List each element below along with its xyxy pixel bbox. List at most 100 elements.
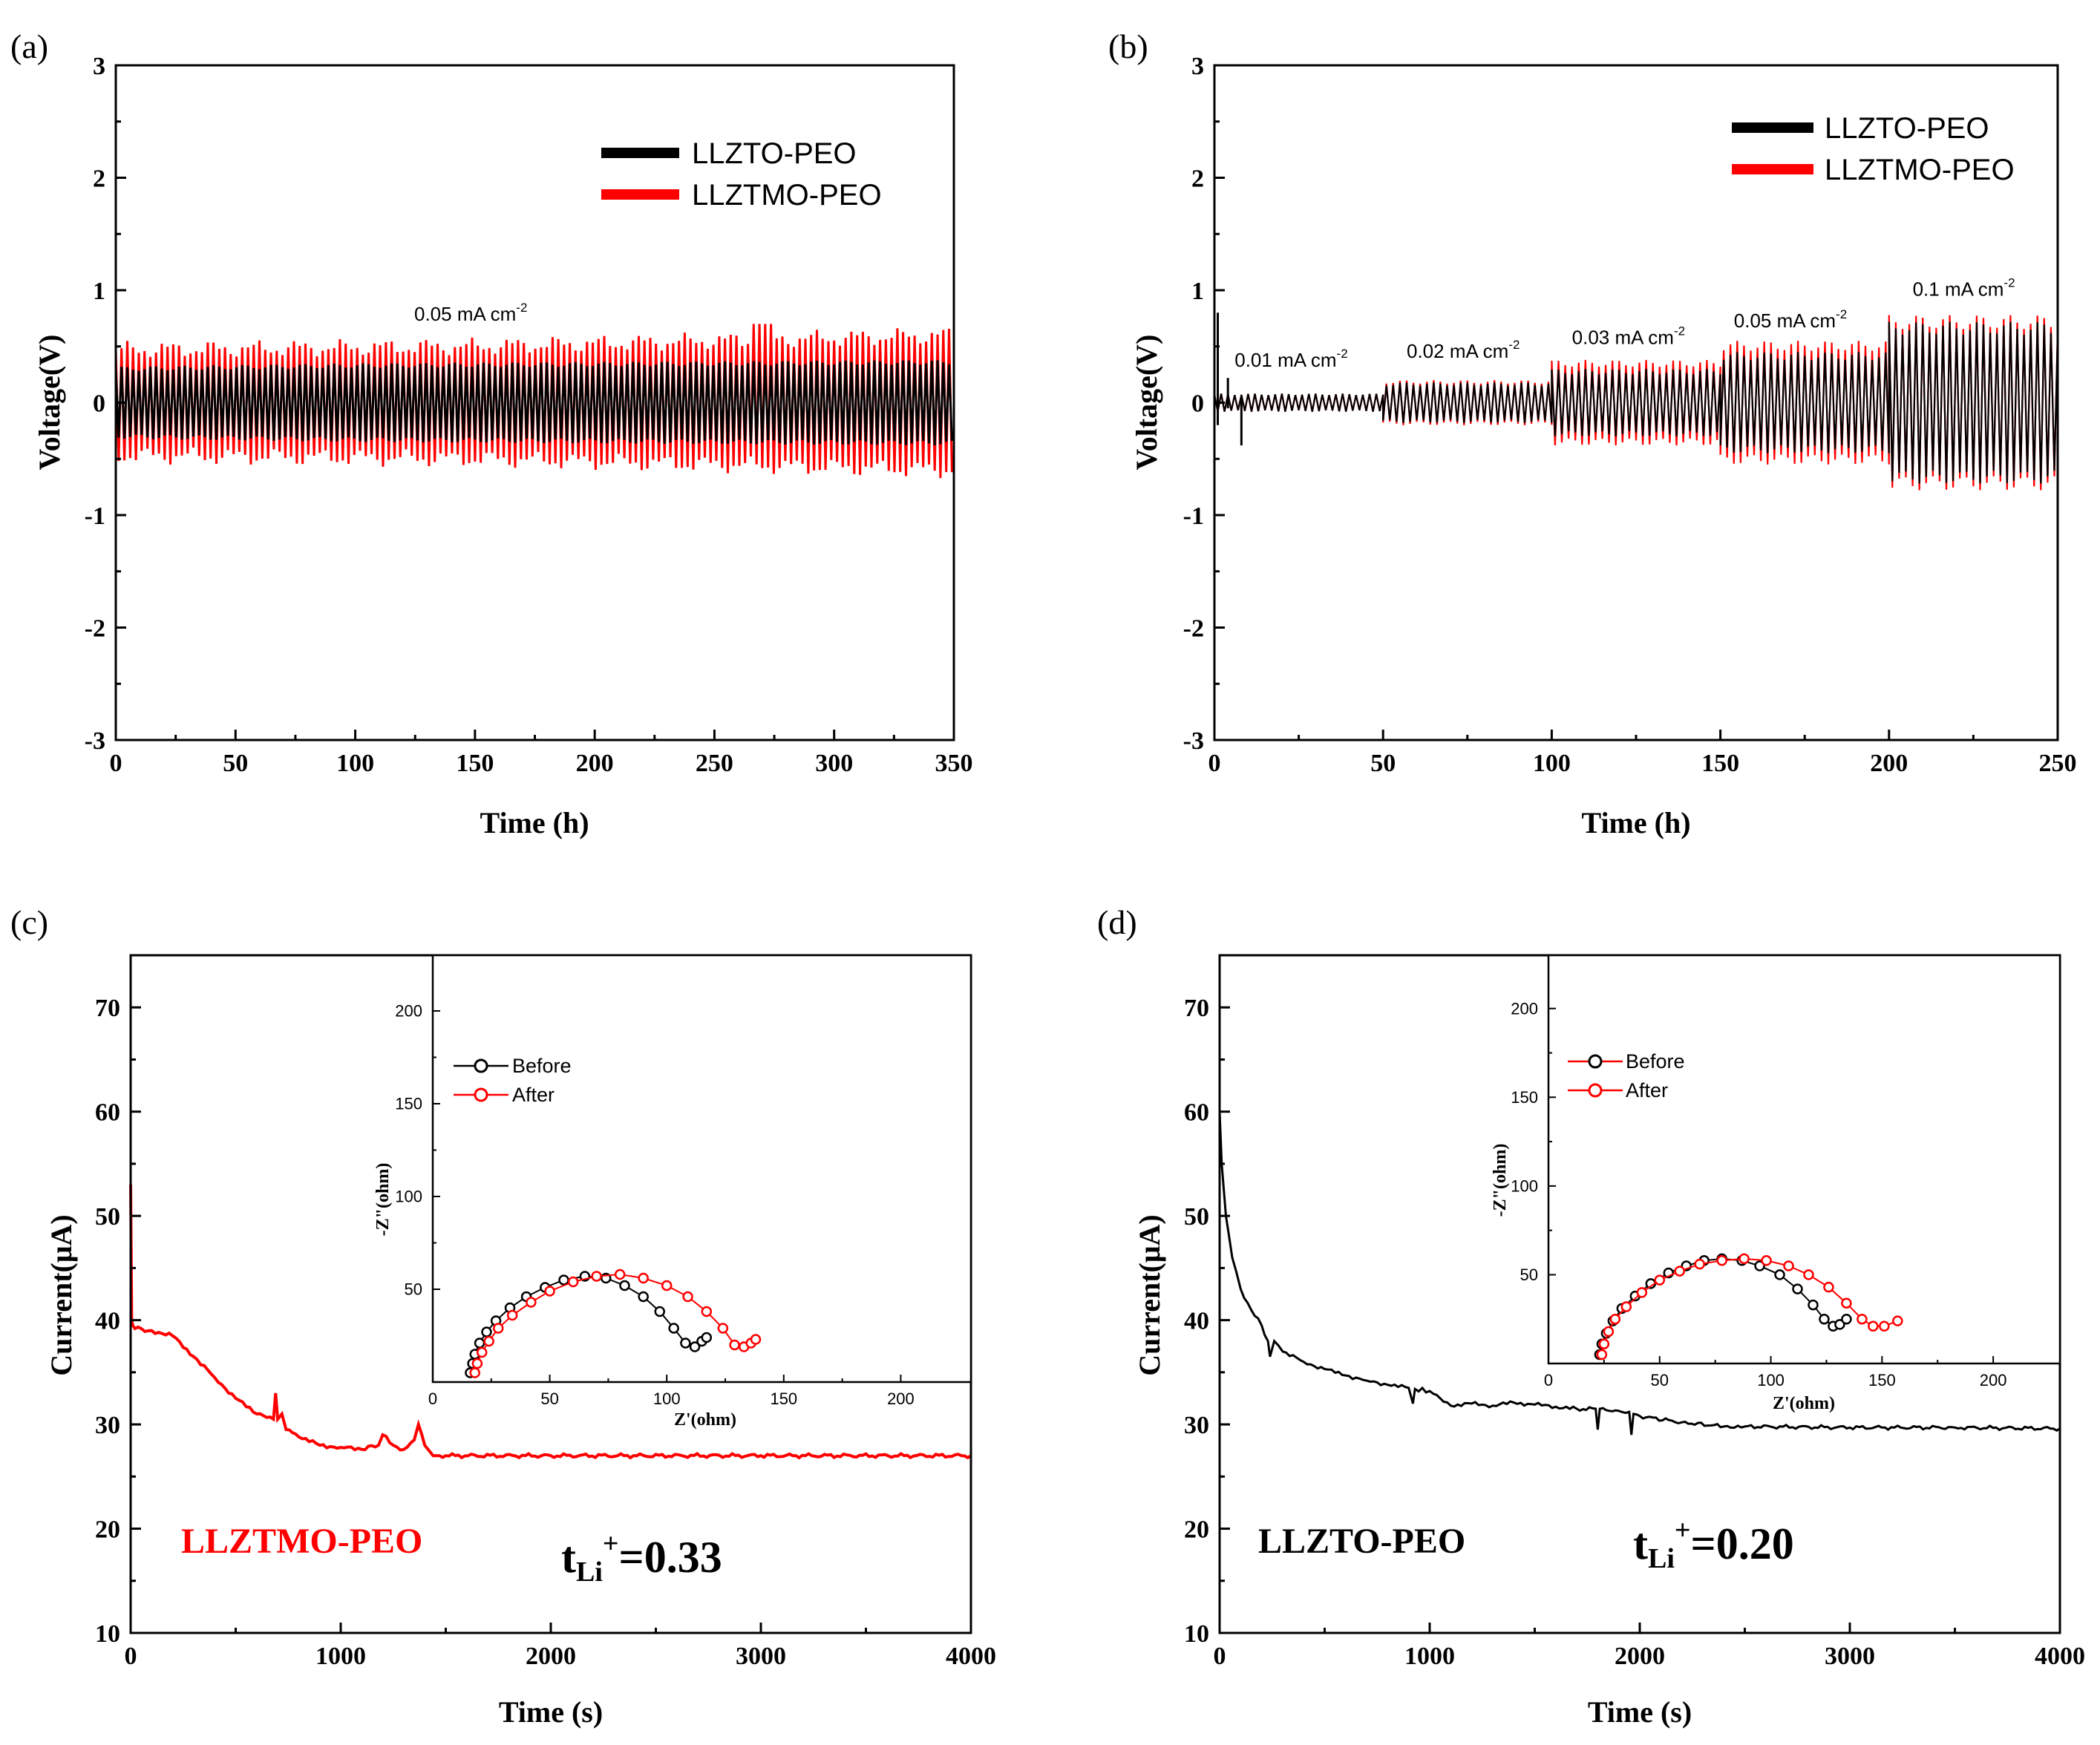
panel-c-sample-label: LLZTMO-PEO: [181, 1522, 422, 1561]
panel-c-inset-point-before: [689, 1341, 701, 1352]
panel-b-legend-llzto: LLZTO-PEO: [1825, 112, 1989, 145]
panel-d-inset-frame: [1547, 954, 2061, 1365]
y-tick-label: 3: [1191, 53, 1204, 80]
y-tick-label: 40: [1184, 1308, 1209, 1335]
x-tick-label: 350: [935, 750, 973, 777]
panel-c-inset-point-before: [619, 1280, 630, 1291]
panel-c-current-trace: [129, 1184, 972, 1460]
panel-d-inset-point-before: [1792, 1283, 1803, 1294]
panel-c-inset-point-before: [654, 1306, 666, 1317]
panel-d-inset-point-after: [1716, 1255, 1727, 1266]
panel-c-plot-area: [129, 1184, 972, 1460]
panel-d-inset-legend-before: Before: [1626, 1050, 1685, 1073]
x-tick-label: 100: [1757, 1371, 1785, 1389]
panel-d-inset-point-after: [1857, 1313, 1868, 1325]
panel-b-current-density-label: 0.02 mA cm-2: [1407, 338, 1520, 362]
panel-d-inset-point-after: [1596, 1349, 1608, 1361]
y-tick-label: -3: [1183, 727, 1204, 755]
y-tick-label: 200: [1511, 999, 1538, 1018]
y-tick-label: 30: [1184, 1412, 1209, 1439]
panel-b-series-llzto: [1213, 321, 2059, 484]
panel-d-inset-ticks: 0 50 100 150 200 50 100 150 200: [1511, 999, 2006, 1389]
panel-c-inset-legend-after: After: [512, 1084, 555, 1106]
panel-c-inset-legend-before-marker: [474, 1058, 488, 1073]
panel-b-current-density-label: 0.03 mA cm-2: [1572, 324, 1685, 349]
panel-c-inset-point-after: [506, 1309, 518, 1321]
panel-c-inset-point-after: [471, 1358, 483, 1369]
x-tick-label: 150: [770, 1389, 797, 1408]
panel-d-inset-point-after: [1598, 1338, 1610, 1349]
y-tick-label: 150: [1511, 1088, 1538, 1107]
x-tick-label: 50: [223, 750, 248, 777]
y-tick-label: 70: [95, 995, 120, 1022]
y-tick-label: 10: [95, 1620, 120, 1648]
panel-d-inset: 0 50 100 150 200 50 100 150 200 Z'(ohm) -Z"(ohm)…: [1491, 954, 2061, 1413]
panel-c-inset-point-before: [680, 1338, 691, 1349]
panel-b-current-density-label: 0.05 mA cm-2: [1734, 307, 1847, 332]
x-tick-label: 4000: [946, 1643, 996, 1670]
y-tick-label: 2: [1191, 165, 1204, 192]
panel-a: (a) 0 50 100 150 200 250 300 350 -3 -2 -1 0 1 2 3 Time…: [10, 27, 973, 839]
panel-a-x-label: Time (h): [480, 806, 589, 839]
panel-d-inset-plot: [1594, 1253, 1903, 1361]
x-tick-label: 3000: [1825, 1643, 1875, 1670]
panel-c-transference-number: tLi+=0.33: [561, 1528, 722, 1588]
x-tick-label: 3000: [736, 1643, 786, 1670]
panel-d-x-label: Time (s): [1588, 1695, 1692, 1729]
panel-c-inset-legend-before: Before: [512, 1055, 572, 1077]
panel-c-y-label: Current(μA): [45, 1214, 78, 1375]
panel-a-legend-llztmo: LLZTMO-PEO: [692, 179, 882, 212]
y-tick-label: 10: [1184, 1620, 1209, 1648]
x-tick-label: 150: [1868, 1371, 1896, 1389]
panel-c-inset-point-after: [591, 1271, 602, 1282]
panel-d-inset-point-after: [1803, 1269, 1814, 1280]
y-tick-label: 60: [95, 1099, 120, 1127]
panel-d-inset-point-before: [1834, 1319, 1845, 1330]
x-tick-label: 50: [1651, 1371, 1669, 1389]
panel-d-inset-legend-after: After: [1626, 1079, 1668, 1101]
panel-c-inset-y-label: -Z"(ohm): [373, 1163, 393, 1237]
y-tick-label: -2: [85, 615, 105, 642]
panel-c-inset-point-after: [701, 1306, 713, 1317]
panel-d-inset-point-after: [1636, 1287, 1648, 1298]
panel-c-x-label: Time (s): [499, 1695, 603, 1729]
x-tick-label: 300: [815, 750, 853, 777]
panel-c-inset-point-after: [682, 1291, 693, 1303]
panel-d-inset-point-after: [1823, 1281, 1834, 1293]
panel-c-inset-point-after: [567, 1276, 579, 1288]
panel-a-label: (a): [10, 27, 48, 65]
x-tick-label: 200: [1980, 1371, 2007, 1389]
panel-c-inset-point-after: [493, 1323, 504, 1334]
panel-d-inset-legend-before-marker: [1588, 1054, 1603, 1069]
y-tick-label: 30: [95, 1412, 120, 1439]
panel-d-inset-point-after: [1879, 1320, 1890, 1332]
x-tick-label: 200: [887, 1389, 915, 1408]
y-tick-label: 100: [395, 1188, 422, 1206]
panel-c-inset-point-before: [481, 1326, 492, 1338]
panel-c-inset-point-after: [526, 1297, 537, 1308]
panel-c-inset-point-after: [750, 1334, 762, 1345]
panel-c-inset-point-before: [638, 1291, 649, 1303]
panel-a-y-label: Voltage(V): [33, 335, 66, 471]
panel-d-inset-point-after: [1738, 1253, 1750, 1265]
panel-b-plot-area: [1213, 312, 2059, 491]
panel-d-inset-point-after: [1841, 1297, 1852, 1309]
panel-c-inset-legend-after-marker: [474, 1087, 488, 1102]
panel-d-sample-label: LLZTO-PEO: [1258, 1522, 1465, 1561]
y-tick-label: 200: [395, 1002, 422, 1021]
panel-c-inset-ticks: 0 50 100 150 200 50 100 150 200: [395, 1002, 915, 1408]
y-tick-label: -1: [1183, 502, 1204, 530]
y-tick-label: 20: [95, 1516, 120, 1543]
y-tick-label: 50: [1184, 1203, 1209, 1231]
panel-c-inset-point-after: [717, 1323, 729, 1334]
x-tick-label: 200: [576, 750, 614, 777]
y-tick-label: 50: [1520, 1266, 1538, 1284]
x-tick-label: 4000: [2035, 1643, 2085, 1670]
panel-b-current-density-label: 0.1 mA cm-2: [1913, 276, 2015, 301]
panel-a-legend: LLZTO-PEO LLZTMO-PEO: [601, 137, 882, 212]
panel-d-inset-legend-after-marker: [1588, 1083, 1603, 1098]
panel-d-inset-y-label: -Z"(ohm): [1491, 1144, 1510, 1217]
y-tick-label: 100: [1511, 1177, 1538, 1196]
